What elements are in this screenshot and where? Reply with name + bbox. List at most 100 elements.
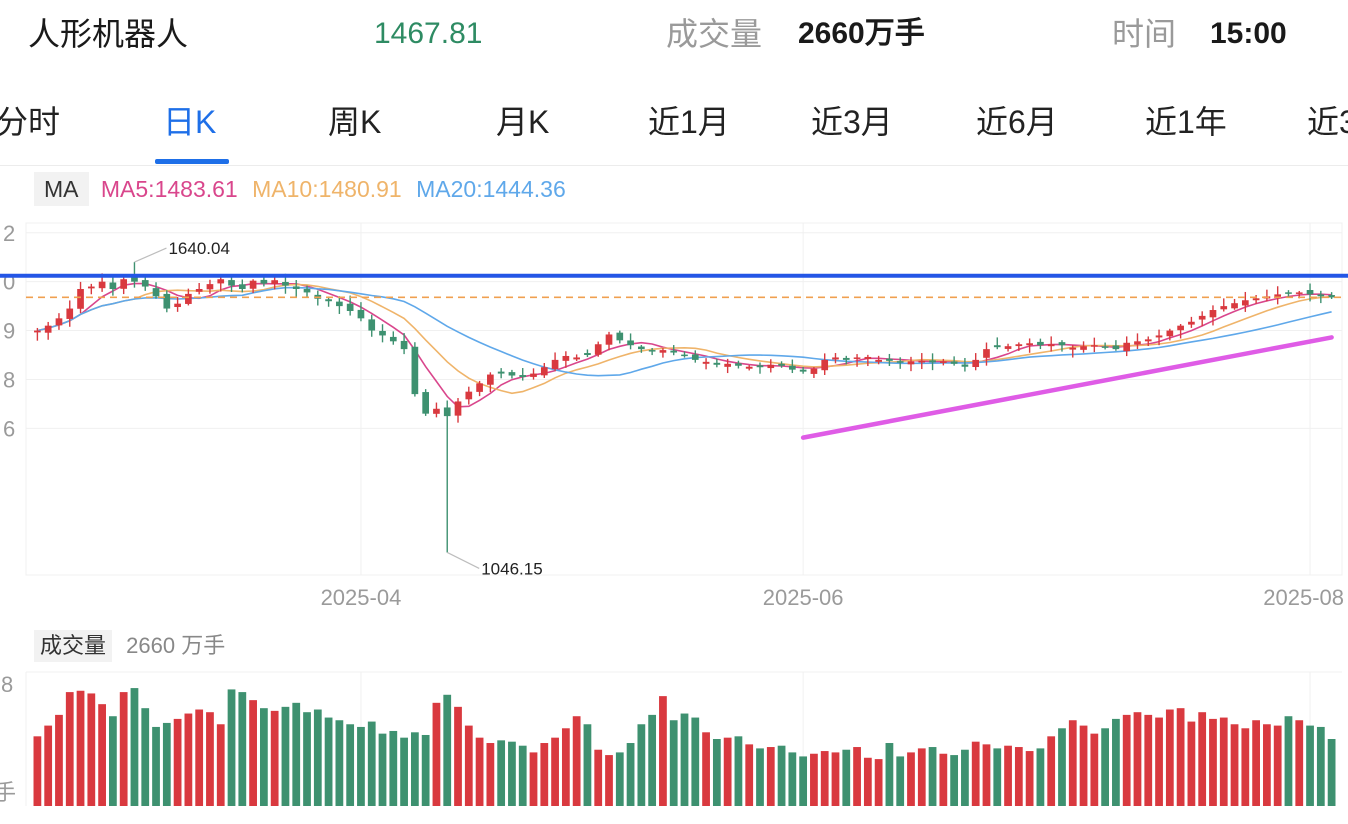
volume-bar bbox=[917, 748, 926, 806]
volume-bar bbox=[1165, 709, 1174, 806]
volume-bar bbox=[659, 696, 667, 806]
candle-body bbox=[1220, 306, 1228, 310]
tab-1-year[interactable]: 近1年 bbox=[1145, 104, 1227, 140]
annotation-leader bbox=[134, 247, 167, 263]
price-tick-label: 9 bbox=[3, 319, 15, 344]
volume-bar bbox=[400, 737, 408, 806]
candle-body bbox=[799, 369, 807, 372]
volume-bar bbox=[820, 751, 829, 806]
volume-bar bbox=[615, 752, 624, 806]
volume-bar bbox=[1144, 714, 1153, 806]
volume-bar bbox=[594, 749, 603, 806]
volume-bar bbox=[885, 743, 894, 806]
volume-bar bbox=[993, 748, 1002, 806]
volume-bar bbox=[1122, 714, 1131, 806]
candle-body bbox=[1231, 303, 1238, 309]
candle-body bbox=[530, 373, 537, 377]
candle-body bbox=[433, 408, 440, 414]
volume-bar bbox=[1058, 728, 1066, 806]
volume-bar bbox=[961, 749, 969, 806]
volume-bar bbox=[799, 756, 808, 806]
candle-body bbox=[1026, 343, 1033, 346]
candle-body bbox=[691, 354, 699, 360]
candle-body bbox=[292, 286, 300, 289]
volume-bar bbox=[152, 726, 160, 806]
candle-body bbox=[1134, 341, 1141, 345]
volume-bar bbox=[1133, 712, 1142, 806]
price-panel-frame bbox=[25, 222, 1343, 576]
candle-body bbox=[875, 359, 882, 362]
tab-3-years[interactable]: 近3 bbox=[1307, 104, 1348, 140]
tab-intraday[interactable]: 分时 bbox=[0, 104, 61, 140]
candle-body bbox=[551, 359, 559, 370]
candle-body bbox=[55, 318, 63, 326]
tab-weekly-k[interactable]: 周K bbox=[328, 104, 382, 140]
volume-bar bbox=[1230, 724, 1239, 806]
candle-body bbox=[77, 289, 84, 309]
tab-daily-k[interactable]: 日K bbox=[163, 104, 217, 140]
volume-bar bbox=[335, 720, 344, 806]
volume-bar bbox=[1047, 736, 1056, 806]
volume-bar bbox=[928, 747, 937, 806]
candle-body bbox=[1295, 292, 1303, 294]
candle-body bbox=[950, 361, 958, 364]
candle-body bbox=[983, 349, 990, 358]
volume-bar bbox=[1068, 720, 1077, 806]
date-tick-label: 2025-04 bbox=[321, 585, 402, 610]
volume-bar bbox=[1187, 721, 1196, 806]
volume-bar bbox=[637, 724, 646, 806]
volume-bar bbox=[874, 759, 883, 806]
candle-body bbox=[918, 360, 926, 363]
candle-body bbox=[1047, 344, 1055, 347]
volume-bar bbox=[44, 725, 53, 806]
low-annotation: 1046.15 bbox=[481, 559, 542, 578]
tab-1-month[interactable]: 近1月 bbox=[648, 104, 730, 140]
volume-bar bbox=[432, 702, 441, 806]
tab-6-months[interactable]: 近6月 bbox=[976, 104, 1058, 140]
volume-bar bbox=[907, 752, 915, 806]
candle-body bbox=[508, 372, 516, 376]
candle-body bbox=[1274, 294, 1282, 297]
price-tick-label: 0 bbox=[3, 270, 15, 295]
ma-legend: MA MA5:1483.61 MA10:1480.91 MA20:1444.36 bbox=[34, 172, 574, 206]
volume-bar bbox=[1209, 718, 1217, 806]
tab-monthly-k[interactable]: 月K bbox=[496, 104, 550, 140]
candle-body bbox=[1317, 294, 1325, 297]
volume-bar bbox=[65, 692, 74, 806]
volume-bar bbox=[1252, 720, 1260, 806]
candle-body bbox=[616, 332, 624, 341]
volume-bar bbox=[497, 740, 506, 806]
volume-bar bbox=[1241, 728, 1250, 806]
candle-body bbox=[605, 334, 613, 345]
candle-body bbox=[260, 279, 268, 284]
volume-bar bbox=[1079, 725, 1088, 806]
candle-body bbox=[724, 363, 731, 367]
volume-bar bbox=[1112, 718, 1120, 806]
volume-bar bbox=[561, 728, 570, 806]
candle-body bbox=[357, 309, 365, 319]
annotation-leader bbox=[446, 551, 480, 569]
volume-bar bbox=[1263, 724, 1271, 806]
volume-bar bbox=[810, 753, 818, 806]
candle-body bbox=[1080, 346, 1087, 350]
volume-bar bbox=[1036, 748, 1045, 806]
volume-bar bbox=[626, 743, 635, 806]
price-tick-label: 8 bbox=[3, 367, 15, 392]
volume-bar bbox=[184, 713, 193, 806]
volume-bar bbox=[464, 725, 473, 806]
volume-bar bbox=[712, 739, 721, 806]
volume-bar bbox=[508, 741, 516, 806]
candle-body bbox=[152, 288, 160, 297]
volume-bar bbox=[475, 737, 484, 806]
candle-body bbox=[422, 392, 430, 414]
period-tabs: 分时 日K 周K 月K 近1月 近3月 近6月 近1年 近3 bbox=[0, 88, 1348, 166]
volume-value: 2660万手 bbox=[798, 17, 925, 50]
volume-bar bbox=[421, 734, 430, 806]
ma-tag[interactable]: MA bbox=[34, 172, 89, 206]
candle-body bbox=[400, 340, 408, 350]
volume-bar bbox=[87, 693, 96, 806]
volume-bar bbox=[939, 753, 948, 806]
candle-body bbox=[66, 308, 74, 319]
tab-3-months[interactable]: 近3月 bbox=[811, 104, 893, 140]
